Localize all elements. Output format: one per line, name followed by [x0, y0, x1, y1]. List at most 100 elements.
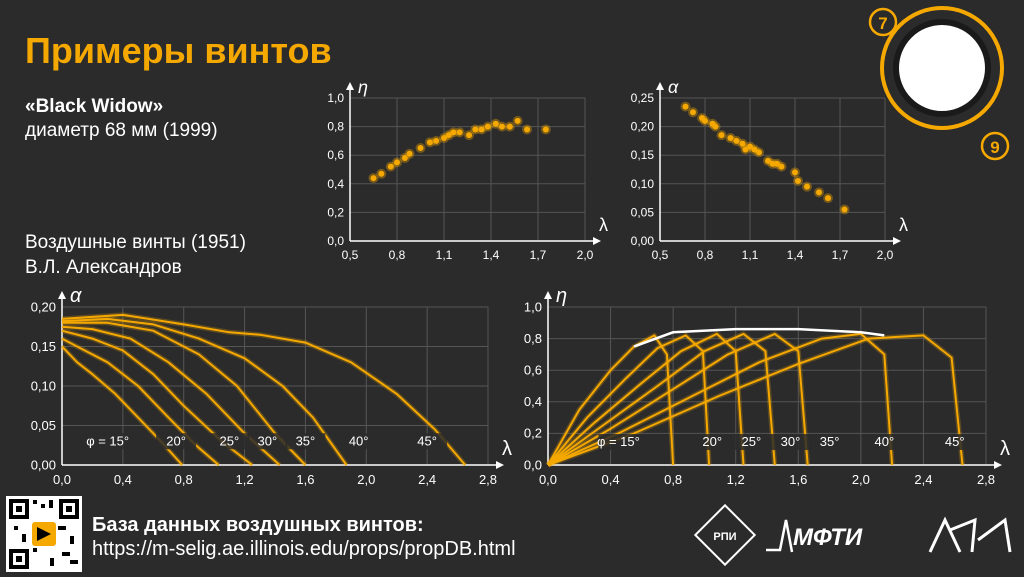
x-tick-label: 2,8 — [977, 472, 995, 487]
data-point — [387, 163, 394, 170]
data-point — [441, 135, 447, 142]
data-point — [742, 146, 749, 153]
y-tick-label: 0,10 — [31, 378, 56, 393]
data-point — [712, 123, 719, 130]
annotation-bg — [87, 433, 128, 450]
angle-label: 30° — [781, 434, 801, 449]
x-tick-label: 1,6 — [296, 472, 314, 487]
skat-logo: СКАТ — [928, 516, 1012, 567]
x-tick-label: 0,8 — [664, 472, 682, 487]
data-point — [506, 123, 513, 130]
data-point — [825, 195, 831, 202]
annotation-bg — [209, 433, 250, 450]
annotation-bg — [285, 433, 326, 450]
angle-label: 45° — [417, 433, 437, 448]
x-tick-label: 0,0 — [53, 472, 71, 487]
data-point — [426, 139, 433, 146]
data-point — [492, 120, 499, 127]
y-axis-arrow — [656, 82, 664, 90]
y-tick-label: 0,4 — [524, 394, 542, 409]
page-next-number[interactable]: 9 — [990, 138, 999, 157]
x-tick-label: 0,5 — [342, 248, 359, 262]
annotation-bg — [731, 434, 772, 451]
mipt-logo: МФТИ — [766, 519, 863, 553]
y-tick-label: 0,00 — [31, 457, 56, 472]
angle-label: 25° — [220, 433, 240, 448]
x-axis-arrow — [994, 461, 1002, 469]
data-point — [417, 145, 424, 152]
data-point — [450, 129, 457, 136]
series-line — [61, 313, 466, 466]
page-next-circle[interactable] — [980, 131, 1010, 161]
inner-white-circle — [893, 19, 991, 117]
data-point — [445, 132, 452, 139]
propeller-name: «Black Widow» — [25, 96, 164, 117]
propeller-description: диаметр 68 мм (1999) — [25, 120, 218, 141]
y-tick-label: 0,05 — [31, 418, 56, 433]
page-prev-circle[interactable] — [868, 7, 898, 37]
angle-label: 40° — [349, 433, 369, 448]
x-tick-label: 2,0 — [877, 248, 894, 262]
data-point — [739, 140, 746, 147]
angle-label: φ = 15° — [86, 433, 129, 448]
series-line — [547, 332, 809, 466]
series-line — [547, 334, 964, 466]
y-tick-label: 0,20 — [31, 299, 56, 314]
x-axis-label: λ — [599, 215, 608, 235]
y-tick-label: 0,00 — [631, 234, 655, 248]
angle-label: 25° — [742, 434, 762, 449]
x-tick-label: 0,5 — [652, 248, 669, 262]
angle-label: 45° — [945, 434, 965, 449]
annotation-bg — [934, 434, 975, 451]
annotation-bg — [338, 433, 379, 450]
x-tick-label: 1,2 — [236, 472, 254, 487]
x-axis-arrow — [893, 237, 901, 245]
x-tick-label: 0,8 — [697, 248, 714, 262]
annotation-bg — [692, 434, 733, 451]
data-point — [370, 175, 377, 182]
x-tick-label: 2,0 — [577, 248, 594, 262]
angle-label: 35° — [820, 434, 840, 449]
svg-text:СКАТ: СКАТ — [955, 564, 958, 567]
annotation-bg — [598, 434, 639, 451]
source-author: В.Л. Александров — [25, 257, 182, 278]
x-tick-label: 0,8 — [389, 248, 406, 262]
data-point — [498, 123, 505, 130]
data-point — [795, 177, 801, 184]
y-axis-arrow — [58, 291, 66, 299]
data-point — [690, 109, 696, 116]
y-axis-label: η — [358, 77, 368, 97]
y-tick-label: 0,8 — [524, 331, 542, 346]
annotation-bg — [809, 434, 850, 451]
y-tick-label: 0,2 — [524, 426, 542, 441]
x-tick-label: 1,4 — [483, 248, 500, 262]
svg-text:РПИ: РПИ — [713, 531, 736, 543]
qr-code[interactable] — [6, 496, 82, 572]
data-point — [478, 126, 485, 133]
data-point — [484, 123, 491, 130]
chart-thrust-lines: 0,0 0,4 0,8 1,2 1,6 2,0 2,4 2,8 0,00 0,05 0,10 0,15… — [31, 285, 512, 487]
data-point — [816, 189, 822, 196]
data-point — [514, 117, 521, 124]
y-tick-label: 0,10 — [631, 177, 655, 191]
x-tick-label: 1,6 — [789, 472, 807, 487]
angle-label: 20° — [702, 434, 722, 449]
series-line — [547, 332, 894, 466]
annotation-bg — [770, 434, 811, 451]
y-tick-label: 0,4 — [327, 177, 344, 191]
x-axis-arrow — [593, 237, 601, 245]
page-prev-number[interactable]: 7 — [878, 14, 887, 33]
data-point — [682, 103, 689, 110]
data-point — [733, 137, 740, 144]
x-tick-label: 2,8 — [479, 472, 497, 487]
x-axis-label: λ — [502, 438, 512, 460]
y-tick-label: 0,05 — [631, 205, 655, 219]
x-axis-label: λ — [899, 215, 908, 235]
database-url[interactable]: https://m-selig.ae.illinois.edu/props/pr… — [92, 538, 516, 560]
x-tick-label: 2,4 — [914, 472, 932, 487]
data-point — [378, 170, 385, 177]
data-point — [727, 135, 734, 142]
y-tick-label: 0,0 — [524, 457, 542, 472]
y-tick-label: 0,6 — [327, 148, 344, 162]
x-tick-label: 1,7 — [530, 248, 547, 262]
